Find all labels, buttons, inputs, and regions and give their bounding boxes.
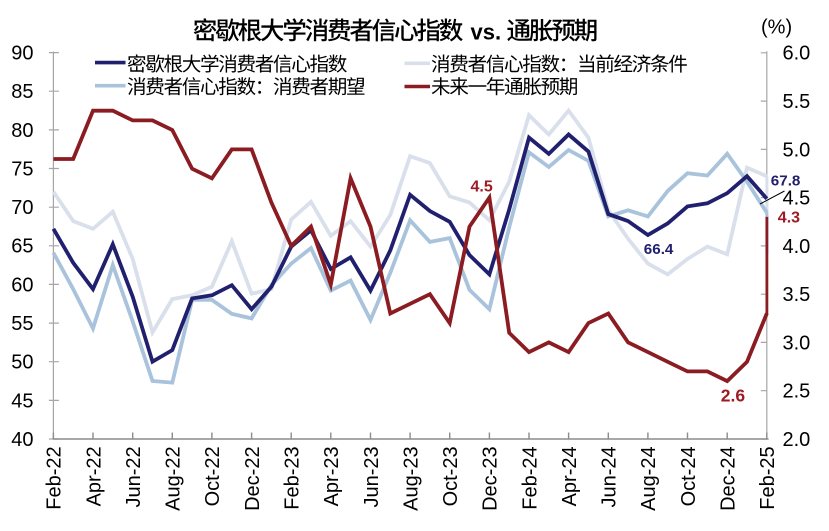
svg-text:Jun-22: Jun-22 [123,446,145,507]
svg-text:Oct-23: Oct-23 [440,446,462,506]
svg-text:Dec-23: Dec-23 [480,446,502,510]
svg-text:Feb-22: Feb-22 [44,446,66,509]
svg-text:Feb-23: Feb-23 [282,446,304,509]
svg-text:Apr-22: Apr-22 [83,446,105,506]
svg-text:Oct-24: Oct-24 [678,446,700,506]
svg-text:2.0: 2.0 [783,429,811,451]
svg-text:Aug-24: Aug-24 [638,446,660,511]
svg-text:3.0: 3.0 [783,332,811,354]
svg-text:Apr-24: Apr-24 [559,446,581,506]
svg-text:55: 55 [11,313,33,335]
svg-text:2.5: 2.5 [783,381,811,403]
svg-text:Dec-22: Dec-22 [242,446,264,510]
svg-text:vs.: vs. [471,19,502,44]
svg-text:4.5: 4.5 [471,179,493,196]
svg-text:75: 75 [11,158,33,180]
svg-text:3.5: 3.5 [783,284,811,306]
svg-text:70: 70 [11,197,33,219]
svg-text:65: 65 [11,236,33,258]
svg-text:Dec-24: Dec-24 [718,446,740,510]
svg-text:60: 60 [11,274,33,296]
svg-text:5.0: 5.0 [783,139,811,161]
svg-text:Aug-23: Aug-23 [400,446,422,511]
svg-text:4.5: 4.5 [783,188,811,210]
svg-text:50: 50 [11,352,33,374]
svg-text:80: 80 [11,120,33,142]
svg-text:66.4: 66.4 [644,241,674,258]
svg-text:Apr-23: Apr-23 [321,446,343,506]
svg-text:(%): (%) [761,17,792,39]
svg-text:90: 90 [11,43,33,65]
svg-text:Jun-23: Jun-23 [361,446,383,507]
svg-text:Feb-24: Feb-24 [519,446,541,509]
svg-text:Feb-25: Feb-25 [757,446,779,509]
svg-text:Jun-24: Jun-24 [599,446,621,507]
svg-text:4.0: 4.0 [783,236,811,258]
svg-text:40: 40 [11,429,33,451]
svg-text:Aug-22: Aug-22 [163,446,185,511]
svg-text:6.0: 6.0 [783,43,811,65]
svg-text:Oct-22: Oct-22 [202,446,224,506]
svg-text:5.5: 5.5 [783,91,811,113]
svg-text:67.8: 67.8 [771,173,801,190]
svg-text:85: 85 [11,81,33,103]
svg-text:45: 45 [11,390,33,412]
svg-text:2.6: 2.6 [721,385,746,405]
svg-text:4.3: 4.3 [778,209,800,226]
